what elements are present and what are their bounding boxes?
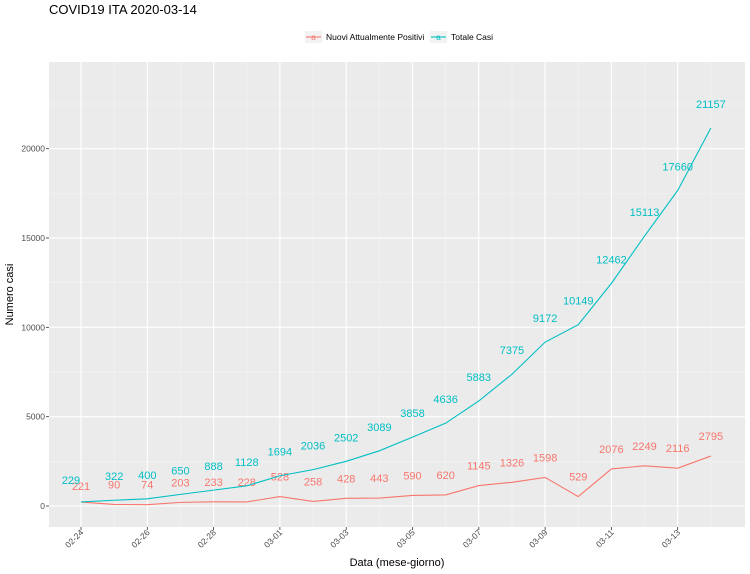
data-label: 529 <box>569 472 587 484</box>
y-axis-title: Numero casi <box>4 264 16 326</box>
data-label: 203 <box>171 477 189 489</box>
data-label: 1128 <box>235 457 259 469</box>
data-label: 17660 <box>662 162 693 174</box>
data-label: 650 <box>171 465 189 477</box>
x-tick-label: 02-24 <box>63 527 86 550</box>
x-axis-title: Data (mese-giorno) <box>350 557 445 569</box>
data-label: 74 <box>141 480 153 492</box>
data-label: 1694 <box>268 447 292 459</box>
data-label: 400 <box>138 470 156 482</box>
legend-label: Nuovi Attualmente Positivi <box>326 32 424 42</box>
data-label: 3089 <box>367 422 391 434</box>
x-tick-label: 02-26 <box>129 527 152 550</box>
data-label: 2502 <box>334 432 358 444</box>
data-label: 233 <box>204 477 222 489</box>
data-label: 1598 <box>533 452 557 464</box>
data-label: 4636 <box>433 394 457 406</box>
data-label: 443 <box>370 473 388 485</box>
data-label: 888 <box>204 461 222 473</box>
data-label: 1326 <box>500 457 524 469</box>
data-label: 7375 <box>500 345 524 357</box>
legend-entry: a Totale Casi <box>430 31 493 43</box>
legend-entry: a Nuovi Attualmente Positivi <box>305 31 424 43</box>
data-label: 12462 <box>596 254 627 266</box>
series-line <box>80 455 712 506</box>
x-tick-label: 03-05 <box>394 527 417 550</box>
y-tick-label: 0 <box>40 501 45 511</box>
data-label: 322 <box>105 471 123 483</box>
panel-background <box>49 62 745 527</box>
data-label: 90 <box>108 479 120 491</box>
x-tick-label: 02-28 <box>196 527 219 550</box>
data-label: 229 <box>62 475 80 487</box>
chart-title: COVID19 ITA 2020-03-14 <box>49 2 197 17</box>
data-label: 2249 <box>632 441 656 453</box>
data-label: 15113 <box>630 207 660 219</box>
data-label: 1145 <box>467 461 491 473</box>
data-label: 620 <box>436 470 454 482</box>
data-label: 3858 <box>400 408 424 420</box>
data-label: 10149 <box>563 296 594 308</box>
y-tick-label: 10000 <box>21 322 45 332</box>
x-tick-label: 03-09 <box>527 527 550 550</box>
legend-label: Totale Casi <box>451 32 493 42</box>
legend-key-glyph: a <box>436 33 441 42</box>
x-tick-label: 03-13 <box>660 527 683 550</box>
data-label: 9172 <box>533 313 557 325</box>
data-label: 221 <box>72 481 90 493</box>
data-label: 2116 <box>666 443 690 455</box>
y-tick-label: 20000 <box>21 144 45 154</box>
data-label: 5883 <box>467 372 491 384</box>
series-line <box>80 127 712 503</box>
x-tick-label: 03-03 <box>328 527 351 550</box>
data-label: 2076 <box>599 444 623 456</box>
x-tick-label: 03-01 <box>262 527 285 550</box>
x-tick-label: 03-07 <box>461 527 484 550</box>
data-label: 590 <box>403 470 421 482</box>
legend-key-glyph: a <box>311 33 316 42</box>
data-label: 2036 <box>301 441 325 453</box>
x-tick-label: 03-11 <box>594 527 616 549</box>
data-label: 258 <box>304 476 322 488</box>
y-tick-label: 5000 <box>26 412 45 422</box>
data-label: 428 <box>337 473 355 485</box>
data-label: 21157 <box>696 99 726 111</box>
data-label: 2795 <box>699 431 723 443</box>
y-tick-label: 15000 <box>21 233 45 243</box>
